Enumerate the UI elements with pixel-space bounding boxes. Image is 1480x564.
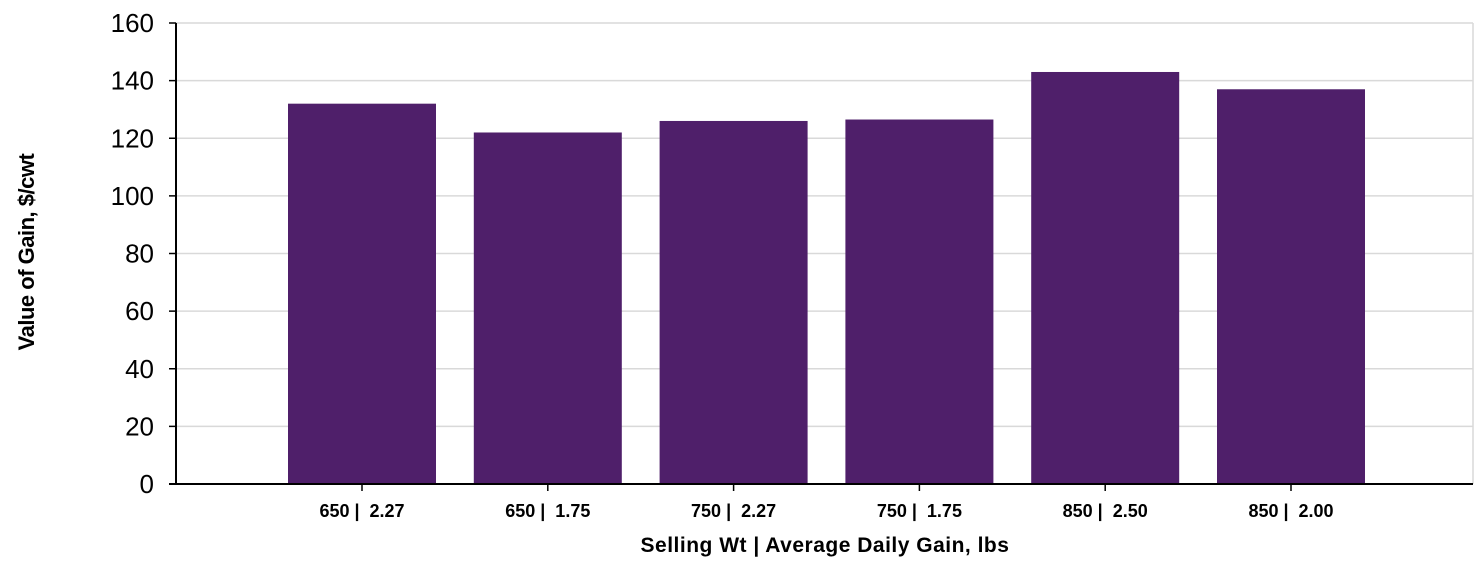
y-tick-label: 60 <box>125 296 154 326</box>
axes <box>169 22 1473 491</box>
y-axis-label: Value of Gain, $/cwt <box>14 153 39 351</box>
bar <box>1217 89 1365 485</box>
bar <box>1031 71 1180 484</box>
y-tick-label: 120 <box>111 123 154 153</box>
x-tick-label: 750 | 1.75 <box>877 501 962 521</box>
y-tick-label: 80 <box>125 239 154 269</box>
y-tick-labels: 0 20 40 60 80 100 120 140 160 <box>111 8 154 499</box>
x-tick-label: 850 | 2.50 <box>1063 501 1148 521</box>
bar <box>659 120 808 485</box>
x-tick-label: 750 | 2.27 <box>691 501 776 521</box>
y-tick-label: 40 <box>125 354 154 384</box>
y-tick-label: 160 <box>111 8 154 38</box>
x-tick-labels: 650 | 2.27 650 | 1.75 750 | 2.27 750 | 1.75… <box>319 501 1333 521</box>
bar <box>845 119 994 484</box>
x-tick-label: 650 | 1.75 <box>505 501 590 521</box>
bar <box>288 103 436 485</box>
x-axis-label: Selling Wt | Average Daily Gain, lbs <box>640 534 1010 557</box>
bar <box>473 132 622 485</box>
y-tick-label: 100 <box>111 181 154 211</box>
y-tick-label: 20 <box>125 411 154 441</box>
y-tick-label: 140 <box>111 66 154 96</box>
y-tick-label: 0 <box>140 469 154 499</box>
x-tick-label: 650 | 2.27 <box>319 501 404 521</box>
bars <box>288 71 1365 485</box>
x-tick-label: 850 | 2.00 <box>1248 501 1333 521</box>
